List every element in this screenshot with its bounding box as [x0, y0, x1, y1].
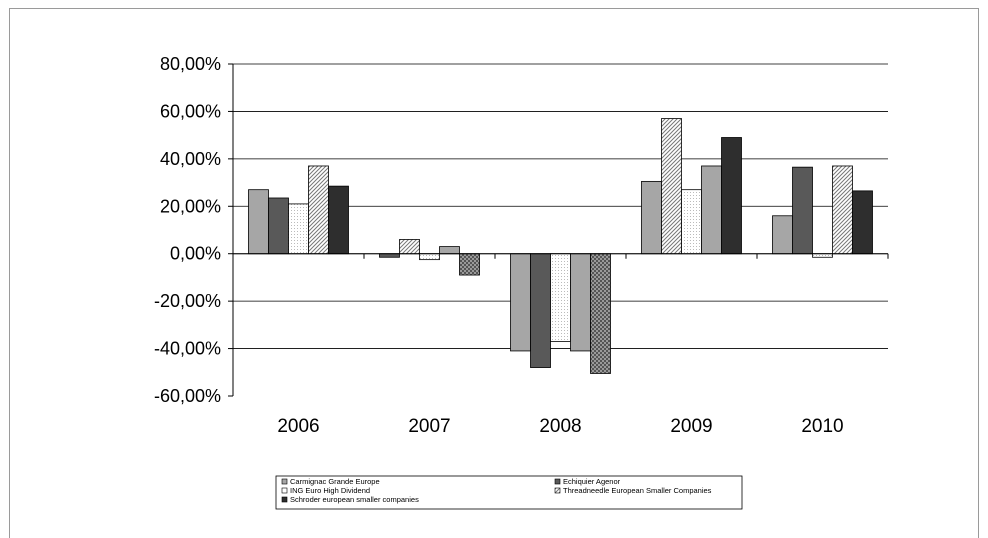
bar: [721, 137, 742, 255]
bar: [641, 180, 662, 255]
legend-swatch: [281, 496, 288, 503]
legend-label: Carmignac Grande Europe: [290, 477, 380, 486]
bar: [661, 118, 682, 255]
bar: [439, 246, 460, 255]
x-tick-label: 2006: [277, 416, 319, 437]
bar: [832, 165, 853, 255]
y-tick-label: 20,00%: [160, 196, 221, 216]
legend-label: ING Euro High Dividend: [290, 486, 370, 495]
bar: [379, 253, 400, 258]
legend: Carmignac Grande Europe Echiquier Agenor I…: [275, 475, 743, 510]
bar: [792, 166, 813, 255]
y-tick-label: 0,00%: [170, 244, 221, 264]
bar: [701, 165, 722, 255]
legend-label: Echiquier Agenor: [563, 477, 621, 486]
bar: [590, 253, 611, 374]
x-axis-tick-labels: 2006 2007 2008 2009 2010: [277, 416, 843, 437]
y-axis-tick-labels: 80,00% 60,00% 40,00% 20,00% 0,00% -20,00% -40,…: [154, 54, 221, 406]
y-tick-label: -20,00%: [154, 291, 221, 311]
y-tick-label: 80,00%: [160, 54, 221, 74]
bar: [288, 203, 309, 255]
bar: [399, 239, 420, 255]
bar: [419, 253, 440, 261]
x-tick-label: 2007: [408, 416, 450, 437]
bar: [248, 189, 269, 255]
legend-label: Schroder european smaller companies: [290, 495, 419, 504]
bar: [852, 190, 873, 255]
bar: [268, 197, 289, 255]
bar: [510, 253, 531, 352]
axes: [232, 64, 889, 396]
bar: [308, 165, 329, 255]
bar: [681, 189, 702, 255]
bar: [812, 253, 833, 258]
bar: [570, 253, 591, 352]
bar: [328, 185, 349, 255]
legend-swatch: [554, 478, 561, 485]
chart-frame: [9, 8, 979, 538]
y-tick-label: -40,00%: [154, 339, 221, 359]
legend-swatch: [554, 487, 561, 494]
legend-swatch: [281, 487, 288, 494]
x-tick-label: 2010: [801, 416, 843, 437]
bar: [772, 215, 793, 255]
y-tick-label: 40,00%: [160, 149, 221, 169]
bars: [248, 118, 873, 374]
x-tick-label: 2008: [539, 416, 581, 437]
y-tick-label: -60,00%: [154, 386, 221, 406]
legend-label: Threadneedle European Smaller Companies: [563, 486, 712, 495]
legend-swatch: [281, 478, 288, 485]
x-tick-label: 2009: [670, 416, 712, 437]
legend-box: [275, 475, 743, 510]
bar: [459, 253, 480, 276]
bar: [550, 253, 571, 342]
y-tick-label: 60,00%: [160, 101, 221, 121]
bar: [530, 253, 551, 368]
